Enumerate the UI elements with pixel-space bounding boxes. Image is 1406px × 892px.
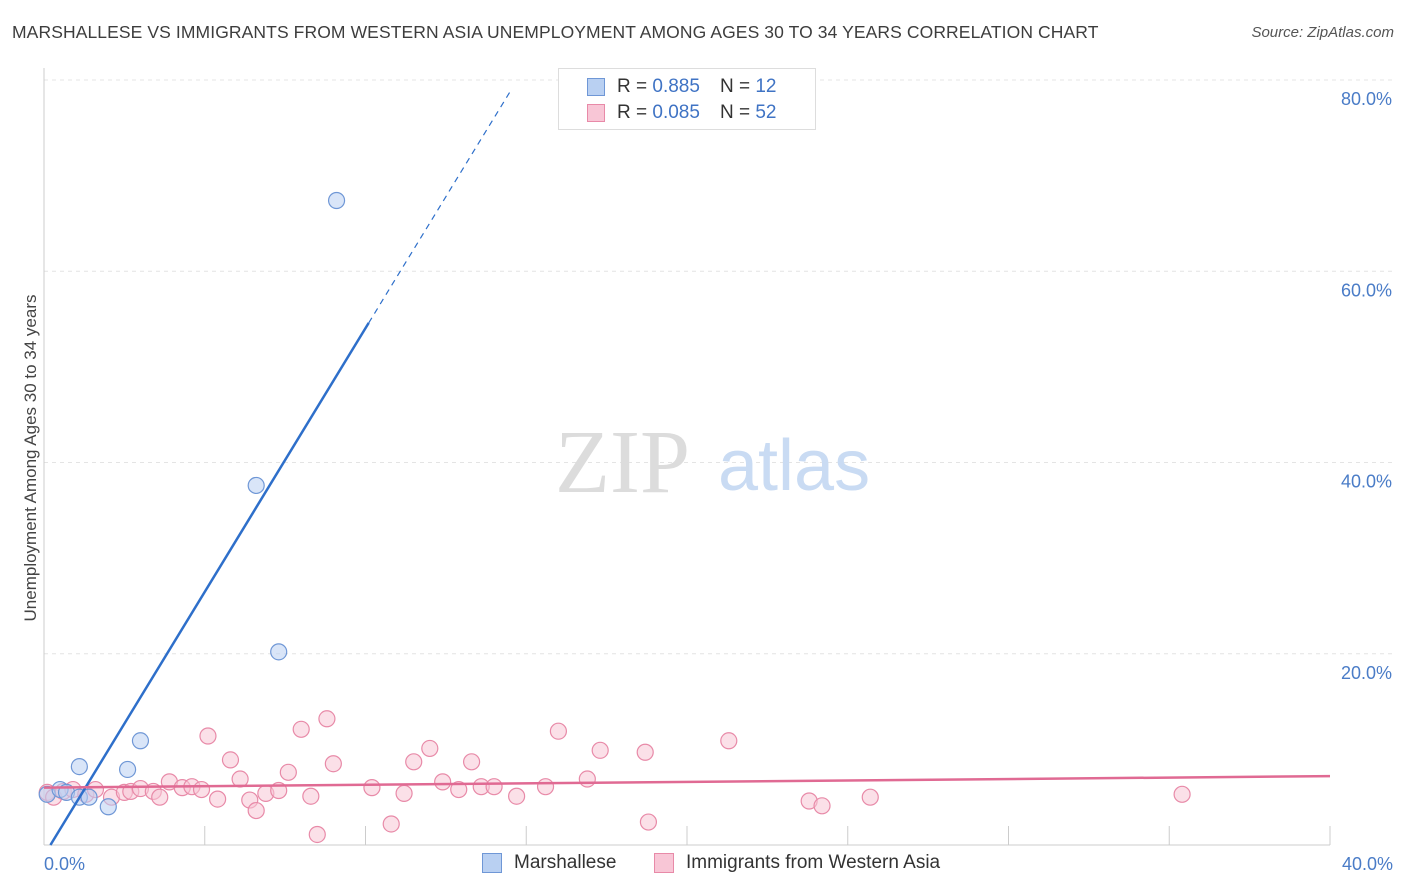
- trend-line-western-asia: [43, 774, 1331, 789]
- source-label[interactable]: Source: ZipAtlas.com: [1251, 24, 1394, 41]
- data-point[interactable]: [118, 760, 137, 779]
- data-point[interactable]: [382, 815, 400, 833]
- series-immigrants-western-asia: [38, 710, 1191, 844]
- n-value: 52: [755, 102, 777, 123]
- pink-swatch-icon: [654, 853, 674, 873]
- legend-label: Immigrants from Western Asia: [686, 852, 941, 873]
- data-point[interactable]: [279, 763, 297, 781]
- data-point[interactable]: [1173, 785, 1191, 803]
- data-point[interactable]: [450, 780, 468, 799]
- data-point[interactable]: [395, 784, 413, 802]
- x-tick-label: 40.0%: [1342, 854, 1393, 874]
- legend-label: Marshallese: [514, 852, 617, 873]
- data-point[interactable]: [318, 710, 336, 728]
- y-tick-label: 80.0%: [1341, 89, 1392, 109]
- n-label: N =: [719, 102, 751, 123]
- r-label: R =: [617, 76, 648, 97]
- trend-line-marshallese: [49, 322, 370, 846]
- data-point[interactable]: [151, 788, 169, 806]
- data-point[interactable]: [247, 476, 265, 495]
- data-point[interactable]: [636, 743, 654, 761]
- data-point[interactable]: [99, 798, 117, 816]
- data-point[interactable]: [247, 801, 265, 820]
- bottom-legend: Marshallese Immigrants from Western Asia: [0, 852, 1406, 878]
- trend-lines: [43, 91, 1331, 846]
- chart-title: MARSHALLESE VS IMMIGRANTS FROM WESTERN A…: [12, 22, 1099, 42]
- r-value: 0.085: [652, 102, 700, 123]
- data-point[interactable]: [363, 779, 381, 797]
- r-value: 0.885: [652, 76, 700, 97]
- blue-swatch-icon: [482, 853, 502, 873]
- data-point[interactable]: [549, 722, 568, 740]
- data-point[interactable]: [591, 741, 609, 759]
- data-point[interactable]: [131, 732, 150, 750]
- data-point[interactable]: [536, 778, 555, 796]
- y-tick-label: 40.0%: [1341, 472, 1392, 492]
- y-tick-labels: 20.0% 40.0% 60.0% 80.0%: [1341, 89, 1392, 683]
- series-marshallese: [38, 191, 346, 816]
- legend-item-marshallese[interactable]: Marshallese: [482, 852, 616, 874]
- x-tick-labels: 0.0% 40.0%: [44, 854, 1393, 874]
- n-value: 12: [755, 76, 777, 97]
- data-point[interactable]: [324, 755, 342, 773]
- watermark-atlas: atlas: [718, 426, 870, 506]
- data-point[interactable]: [308, 825, 326, 844]
- legend-row-western-asia: R = 0.085 N = 52: [587, 101, 776, 125]
- data-point[interactable]: [434, 773, 452, 791]
- data-point[interactable]: [508, 787, 526, 805]
- data-point[interactable]: [421, 739, 439, 758]
- data-point[interactable]: [209, 790, 227, 808]
- x-tick-label: 0.0%: [44, 854, 85, 874]
- data-point[interactable]: [485, 778, 503, 796]
- y-axis-label: Unemployment Among Ages 30 to 34 years: [21, 295, 40, 622]
- watermark-zip: ZIP: [555, 413, 690, 512]
- data-point[interactable]: [292, 720, 310, 738]
- data-point[interactable]: [405, 753, 423, 771]
- data-point[interactable]: [462, 753, 481, 771]
- legend-item-western-asia[interactable]: Immigrants from Western Asia: [654, 852, 940, 874]
- axes: [43, 68, 1331, 846]
- r-label: R =: [617, 102, 648, 123]
- data-point[interactable]: [578, 770, 596, 788]
- blue-swatch-icon: [587, 78, 605, 96]
- data-point[interactable]: [327, 191, 346, 210]
- data-point[interactable]: [199, 727, 217, 745]
- data-point[interactable]: [861, 788, 879, 806]
- legend-row-marshallese: R = 0.885 N = 12: [587, 75, 776, 99]
- grid-lines: [44, 79, 1392, 655]
- stats-legend: R = 0.885 N = 12 R = 0.085 N = 52: [558, 68, 816, 130]
- data-point[interactable]: [270, 643, 288, 661]
- data-point[interactable]: [192, 780, 211, 799]
- data-point[interactable]: [302, 787, 320, 805]
- data-point[interactable]: [720, 732, 738, 750]
- trend-line-extension: [368, 91, 511, 324]
- data-point[interactable]: [813, 797, 831, 815]
- y-tick-label: 60.0%: [1341, 280, 1392, 300]
- y-tick-label: 20.0%: [1341, 663, 1392, 683]
- n-label: N =: [719, 76, 751, 97]
- data-point[interactable]: [639, 813, 658, 831]
- pink-swatch-icon: [587, 104, 605, 122]
- data-point[interactable]: [221, 751, 240, 769]
- data-point[interactable]: [70, 757, 88, 776]
